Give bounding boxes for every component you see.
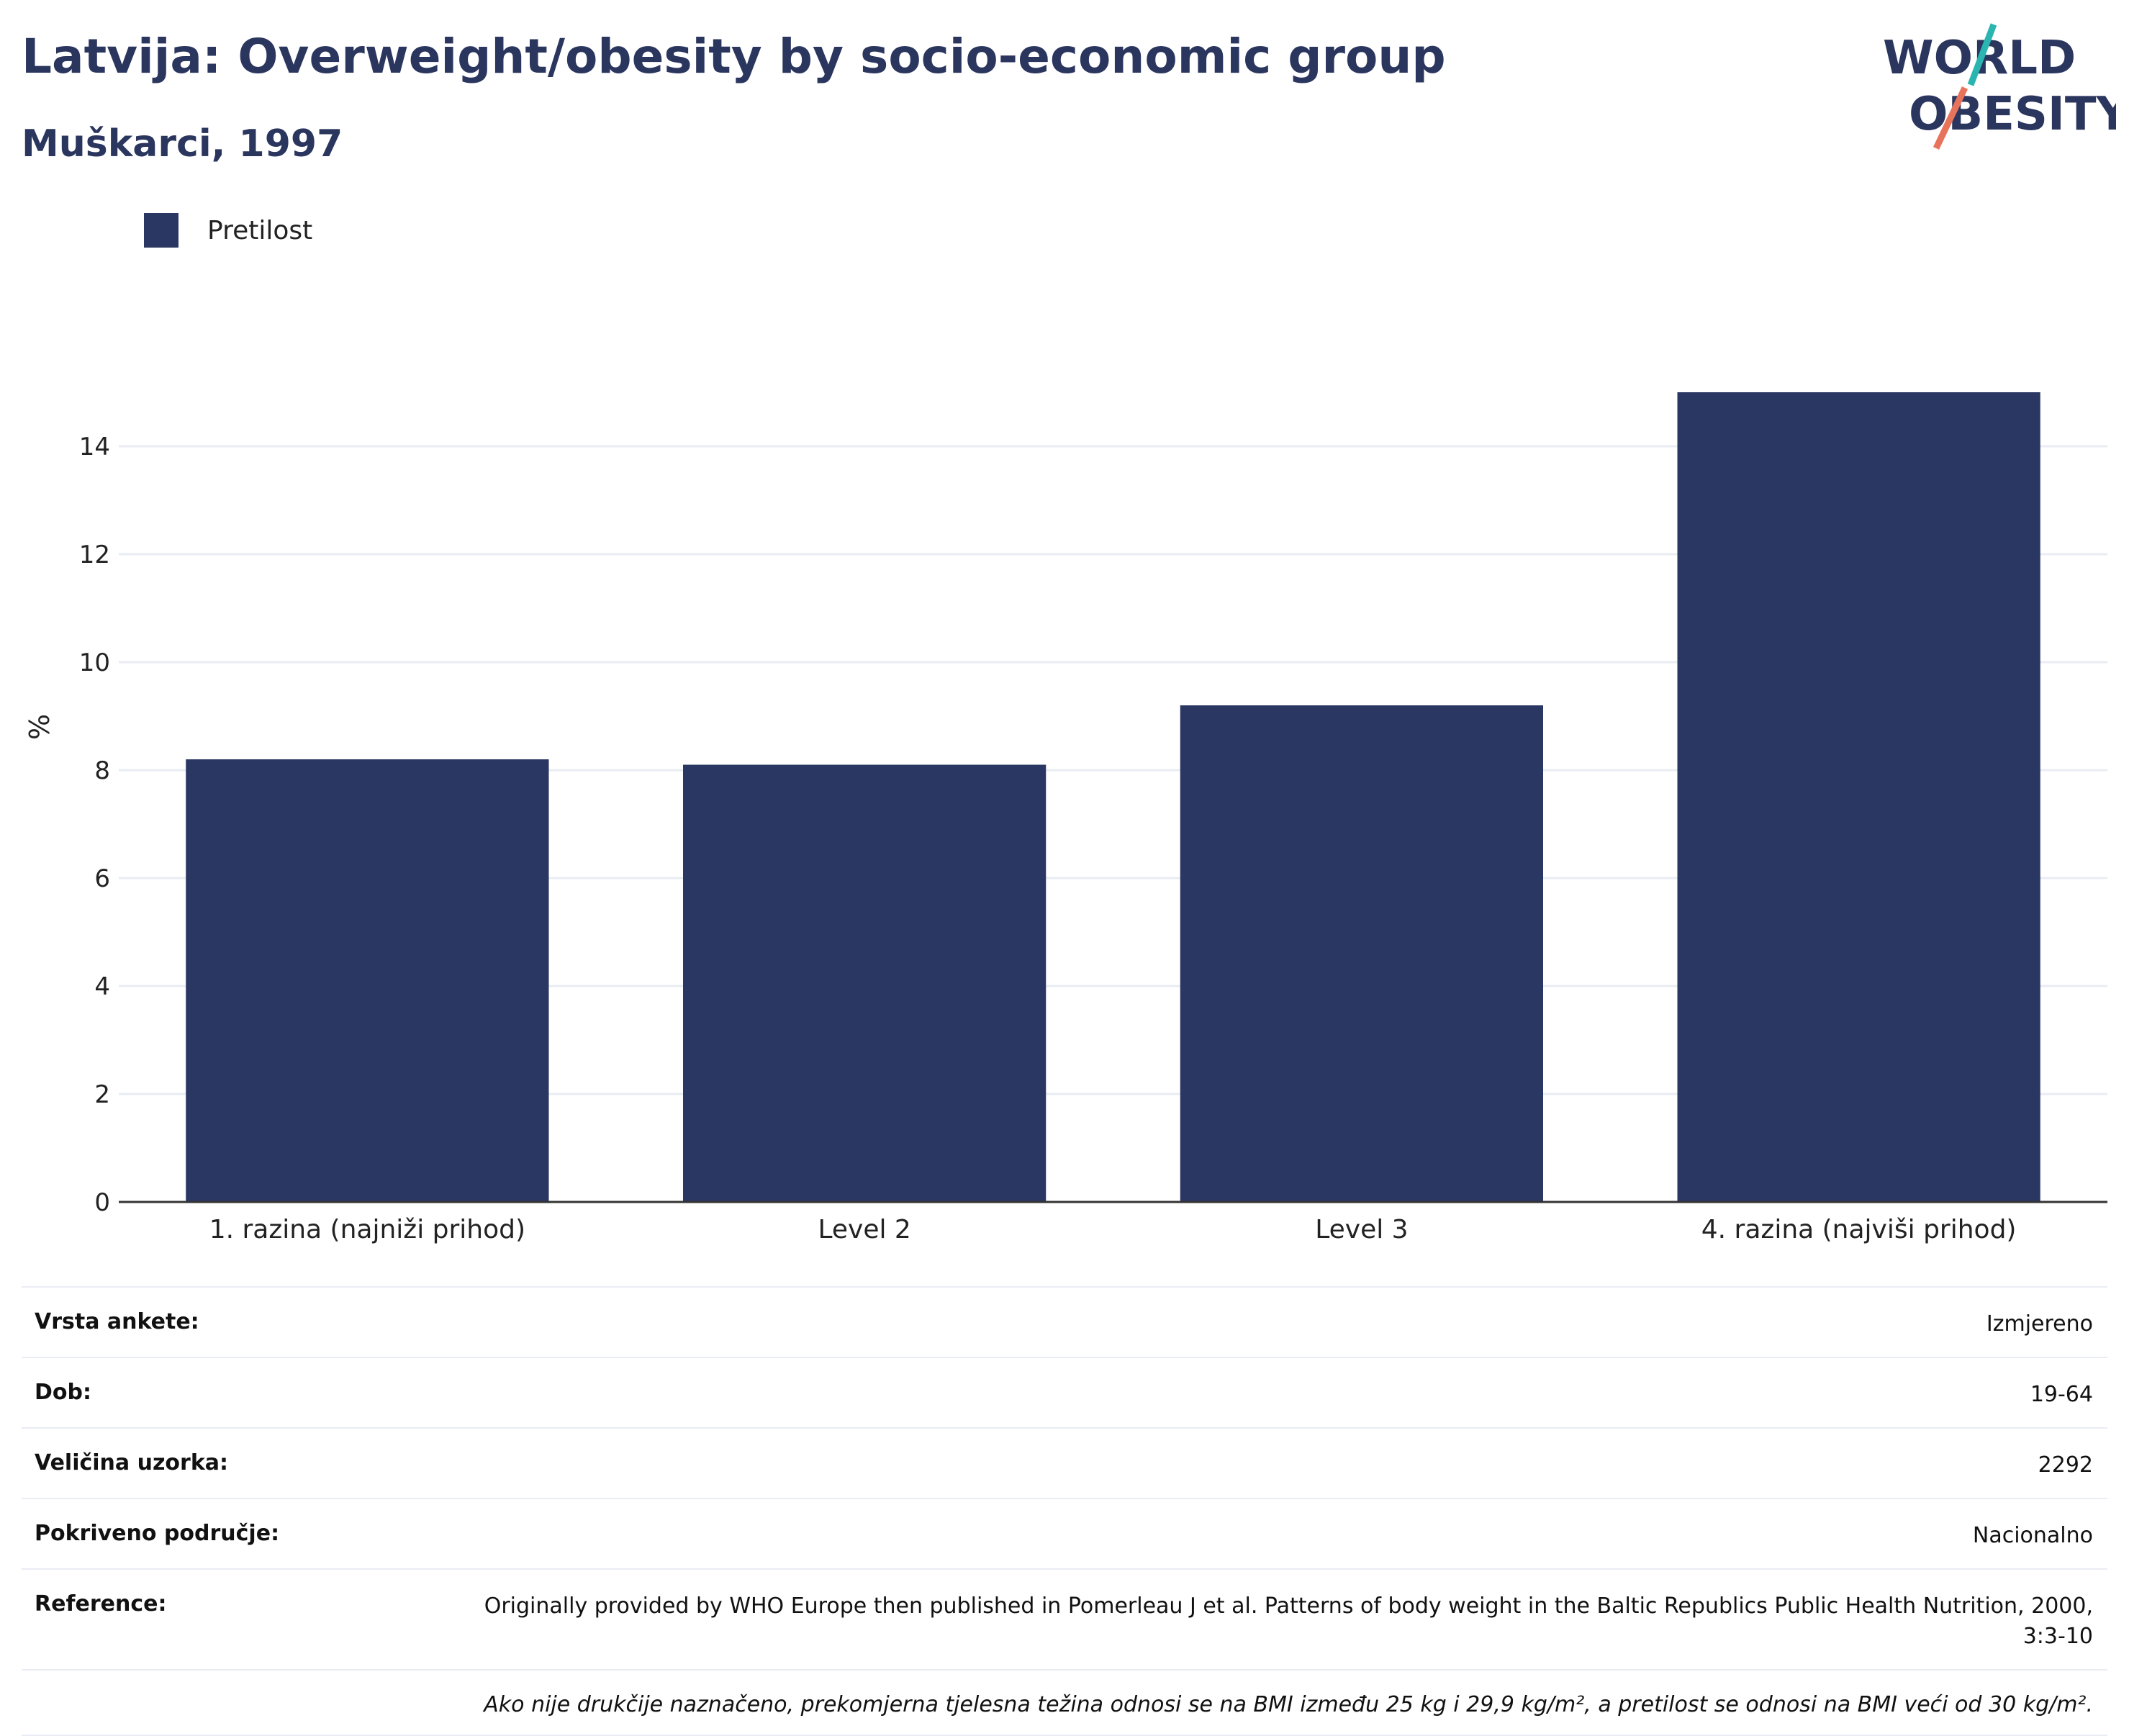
info-label: Vrsta ankete: (35, 1309, 199, 1334)
y-tick-label: 2 (94, 1080, 110, 1109)
x-tick-label: Level 2 (818, 1215, 910, 1244)
bar[interactable] (1180, 705, 1543, 1202)
legend-swatch (144, 213, 178, 248)
info-row-coverage: Pokriveno područje: Nacionalno (22, 1498, 2107, 1568)
y-tick-label: 12 (79, 541, 110, 569)
y-tick-label: 10 (79, 648, 110, 677)
y-tick-label: 4 (94, 972, 110, 1001)
y-tick-label: 6 (94, 864, 110, 893)
bar[interactable] (186, 759, 549, 1202)
x-tick-label: 4. razina (najviši prihod) (1701, 1215, 2017, 1244)
info-row-survey-type: Vrsta ankete: Izmjereno (22, 1286, 2107, 1357)
info-value: 19-64 (2030, 1382, 2093, 1407)
bar[interactable] (1677, 392, 2040, 1202)
info-label: Pokriveno područje: (35, 1521, 280, 1546)
survey-info-table: Vrsta ankete: Izmjereno Dob: 19-64 Velič… (22, 1286, 2107, 1736)
chart-title: Latvija: Overweight/obesity by socio-eco… (22, 29, 1446, 84)
info-value: 2292 (2038, 1452, 2093, 1478)
y-axis-title: % (24, 714, 55, 740)
info-row-sample-size: Veličina uzorka: 2292 (22, 1427, 2107, 1498)
legend-label: Pretilost (207, 215, 313, 245)
world-obesity-logo: WORLD OBESITY (1883, 23, 2116, 150)
legend: Pretilost (144, 213, 312, 248)
footnote: Ako nije drukčije naznačeno, prekomjerna… (22, 1669, 2107, 1736)
info-value: Izmjereno (1986, 1311, 2093, 1337)
info-label: Reference: (35, 1591, 167, 1617)
info-row-reference: Reference: Originally provided by WHO Eu… (22, 1568, 2107, 1669)
x-tick-label: Level 3 (1315, 1215, 1408, 1244)
logo-slash-teal (1967, 23, 1997, 86)
chart-subtitle: Muškarci, 1997 (22, 122, 343, 166)
bar[interactable] (683, 764, 1047, 1203)
info-value: Nacionalno (1972, 1523, 2093, 1548)
info-label: Veličina uzorka: (35, 1450, 229, 1475)
info-value: Originally provided by WHO Europe then p… (484, 1593, 2093, 1649)
y-tick-label: 0 (94, 1188, 110, 1217)
x-tick-label: 1. razina (najniži prihod) (209, 1215, 525, 1244)
info-label: Dob: (35, 1380, 91, 1405)
y-tick-label: 8 (94, 756, 110, 785)
logo-slash-coral (1933, 86, 1968, 150)
y-tick-label: 14 (79, 433, 110, 461)
info-row-age: Dob: 19-64 (22, 1357, 2107, 1427)
bar-chart: 0 2 4 6 8 10 12 14% 1. razina (najniži prihod) Le… (24, 392, 2107, 1244)
